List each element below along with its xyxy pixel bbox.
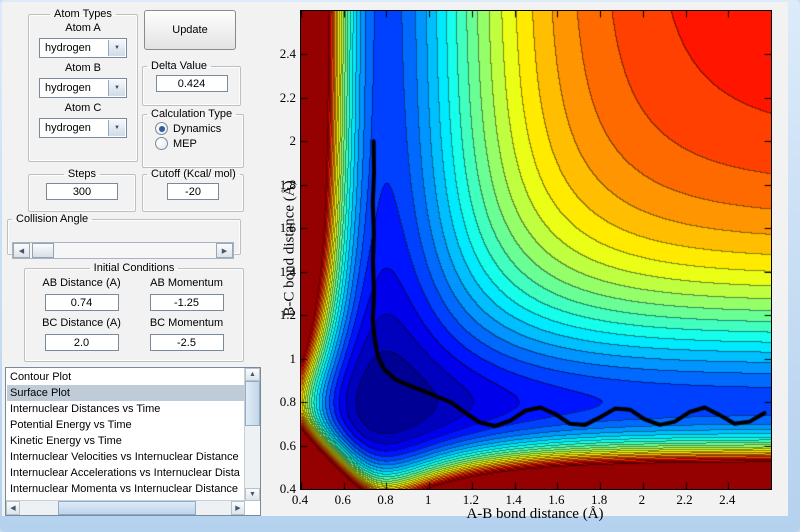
x-tick-label: 1.8 — [590, 492, 608, 507]
y-tick-label: 0.8 — [279, 394, 296, 410]
y-tick-label: 2.4 — [279, 46, 296, 62]
plot-area: A-B bond distance (Å) B-C bond distance … — [270, 2, 786, 522]
y-tick-label: 1 — [289, 350, 297, 366]
scroll-right-icon[interactable]: ▶ — [231, 501, 245, 515]
scroll-up-icon[interactable]: ▲ — [245, 368, 260, 381]
radio-dynamics-label: Dynamics — [173, 122, 222, 135]
atom-b-label: Atom B — [64, 62, 102, 74]
x-tick-label: 0.6 — [334, 492, 351, 507]
x-tick-label: 2.4 — [719, 492, 736, 507]
scroll-down-icon[interactable]: ▼ — [245, 488, 260, 501]
radio-mep-label: MEP — [173, 137, 197, 150]
vertical-scroll-track[interactable] — [245, 381, 260, 488]
cutoff-input[interactable] — [167, 183, 219, 200]
x-tick-label: 1 — [424, 492, 432, 507]
list-item[interactable]: Potential Energy vs Time — [10, 419, 132, 431]
list-item[interactable]: Internuclear Velocities vs Internuclear … — [10, 451, 239, 463]
y-tick-label: 0.4 — [279, 481, 296, 496]
y-tick-label: 1.8 — [279, 176, 296, 192]
list-item[interactable]: Contour Plot — [10, 371, 72, 383]
x-tick-label: 1.6 — [548, 492, 565, 507]
radio-unselected-icon — [155, 137, 168, 150]
x-tick-label: 0.8 — [377, 492, 394, 507]
update-button[interactable]: Update — [144, 10, 236, 50]
radio-dynamics[interactable]: Dynamics — [143, 120, 243, 135]
calculation-type-title: Calculation Type — [151, 108, 233, 120]
list-item[interactable]: Surface Plot — [7, 385, 244, 401]
slider-track[interactable] — [30, 243, 216, 258]
atom-types-stack: Atom A hydrogen ▼ Atom B hydrogen ▼ Atom… — [29, 20, 137, 138]
x-tick-label: 1.2 — [462, 492, 480, 507]
horizontal-scroll-thumb[interactable] — [58, 501, 196, 515]
plot-type-listbox[interactable]: Contour Plot Surface Plot Internuclear Dis… — [5, 367, 261, 516]
chevron-down-icon[interactable]: ▼ — [108, 120, 125, 136]
contour-plot-canvas — [300, 10, 772, 490]
x-tick-label: 2 — [638, 492, 646, 507]
listbox-items: Contour Plot Surface Plot Internuclear Dis… — [7, 369, 244, 500]
list-item[interactable]: Internuclear Momenta vs Internuclear Dis… — [10, 483, 239, 495]
y-tick-label: 1.2 — [279, 307, 296, 323]
ab-distance-input[interactable] — [44, 294, 119, 311]
calculation-type-panel: Calculation Type Dynamics MEP — [142, 108, 244, 168]
atom-a-value: hydrogen — [45, 42, 91, 54]
initial-conditions-title: Initial Conditions — [93, 262, 175, 274]
steps-panel: Steps — [28, 168, 136, 212]
x-axis-label: A-B bond distance (Å) — [466, 506, 604, 522]
delta-value-title: Delta Value — [151, 60, 208, 72]
list-item[interactable]: Internuclear Distances vs Time — [10, 403, 161, 415]
collision-angle-title: Collision Angle — [16, 213, 89, 225]
cutoff-title: Cutoff (Kcal/ mol) — [151, 168, 236, 180]
y-tick-label: 2.2 — [279, 89, 296, 105]
y-tick-label: 1.4 — [279, 263, 296, 279]
atom-b-value: hydrogen — [45, 82, 91, 94]
chevron-down-icon[interactable]: ▼ — [108, 80, 125, 96]
atom-c-select[interactable]: hydrogen ▼ — [39, 118, 127, 138]
scroll-left-icon[interactable]: ◀ — [6, 501, 20, 515]
slider-left-arrow-icon[interactable]: ◀ — [13, 243, 30, 258]
bc-distance-input[interactable] — [44, 334, 119, 351]
ab-momentum-input[interactable] — [149, 294, 224, 311]
atom-types-panel: Atom Types Atom A hydrogen ▼ Atom B hydr… — [28, 8, 138, 162]
x-tick-label: 0.4 — [291, 492, 309, 507]
initial-conditions-grid: AB Distance (A) AB Momentum BC Distance … — [25, 274, 243, 353]
atom-types-title: Atom Types — [54, 8, 112, 20]
vertical-scrollbar[interactable]: ▲ ▼ — [244, 368, 260, 501]
bc-distance-label: BC Distance (A) — [42, 317, 121, 329]
steps-input[interactable] — [46, 183, 118, 200]
delta-value-panel: Delta Value — [142, 60, 241, 106]
steps-title: Steps — [67, 168, 97, 180]
atom-a-select[interactable]: hydrogen ▼ — [39, 38, 127, 58]
y-tick-label: 0.6 — [279, 437, 296, 453]
slider-right-arrow-icon[interactable]: ▶ — [216, 243, 233, 258]
bc-momentum-input[interactable] — [149, 334, 224, 351]
list-item[interactable]: Kinetic Energy vs Time — [10, 435, 122, 447]
slider-thumb[interactable] — [32, 243, 54, 258]
y-tick-label: 2 — [289, 133, 297, 149]
atom-a-label: Atom A — [65, 22, 101, 34]
delta-value-input[interactable] — [155, 75, 228, 92]
x-tick-label: 2.2 — [676, 492, 693, 507]
ab-momentum-label: AB Momentum — [150, 277, 223, 289]
atom-c-value: hydrogen — [45, 122, 91, 134]
radio-selected-icon — [155, 122, 168, 135]
atom-c-label: Atom C — [64, 102, 102, 114]
initial-conditions-panel: Initial Conditions AB Distance (A) AB Mo… — [24, 262, 244, 362]
bc-momentum-label: BC Momentum — [149, 317, 224, 329]
y-tick-label: 1.6 — [279, 220, 296, 236]
vertical-scroll-thumb[interactable] — [245, 381, 260, 426]
x-tick-label: 1.4 — [505, 492, 522, 507]
list-item[interactable]: Internuclear Accelerations vs Internucle… — [10, 467, 240, 479]
collision-angle-slider[interactable]: ◀ ▶ — [12, 242, 234, 259]
cutoff-panel: Cutoff (Kcal/ mol) — [142, 168, 244, 212]
ab-distance-label: AB Distance (A) — [42, 277, 121, 289]
collision-angle-panel: Collision Angle ◀ ▶ — [7, 213, 241, 259]
figure-area: Atom Types Atom A hydrogen ▼ Atom B hydr… — [2, 2, 788, 522]
atom-b-select[interactable]: hydrogen ▼ — [39, 78, 127, 98]
radio-mep[interactable]: MEP — [143, 135, 243, 150]
chevron-down-icon[interactable]: ▼ — [108, 40, 125, 56]
horizontal-scrollbar[interactable]: ◀ ▶ — [6, 500, 245, 515]
